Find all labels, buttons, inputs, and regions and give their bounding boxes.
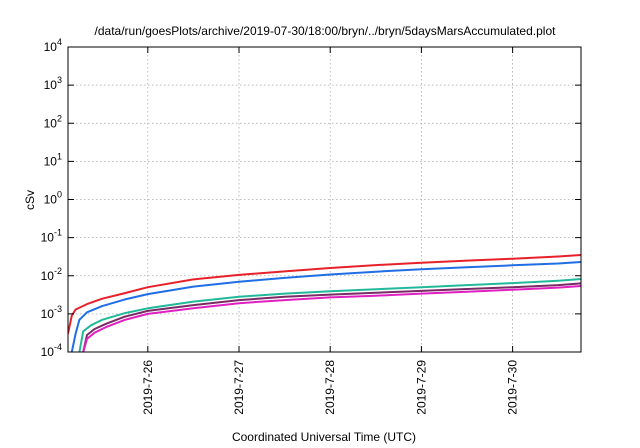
grid: [68, 47, 581, 352]
y-tick-label: 10-3: [41, 304, 62, 321]
y-tick-label: 102: [44, 113, 62, 130]
x-tick-label: 2019-7-28: [323, 360, 337, 415]
y-tick-label: 10-1: [41, 228, 62, 245]
series-line-2: [70, 261, 581, 352]
y-tick-label: 104: [44, 37, 62, 54]
chart-title: /data/run/goesPlots/archive/2019-07-30/1…: [95, 24, 557, 38]
axis-ticks: [68, 46, 581, 353]
data-lines: [68, 254, 581, 352]
x-tick-label: 2019-7-27: [232, 360, 246, 415]
x-tick-label: 2019-7-26: [141, 360, 155, 415]
series-line-3: [78, 278, 581, 352]
x-axis-label: Coordinated Universal Time (UTC): [232, 430, 416, 444]
series-line-1: [68, 254, 581, 335]
y-axis-tick-labels: 10-4 10-3 10-2 10-1 100 101 102 103 104: [41, 37, 62, 359]
y-tick-label: 101: [44, 151, 62, 168]
y-tick-label: 10-2: [41, 266, 62, 283]
x-axis-tick-labels: 2019-7-26 2019-7-27 2019-7-28 2019-7-29 2019…: [141, 360, 520, 415]
y-axis-label: cSv: [23, 190, 37, 210]
series-line-4: [82, 282, 581, 352]
x-tick-label: 2019-7-30: [506, 360, 520, 415]
x-tick-label: 2019-7-29: [414, 360, 428, 415]
y-tick-label: 100: [44, 190, 62, 207]
series-line-5: [82, 285, 581, 352]
y-tick-label: 10-4: [41, 342, 62, 359]
y-tick-label: 103: [44, 75, 62, 92]
